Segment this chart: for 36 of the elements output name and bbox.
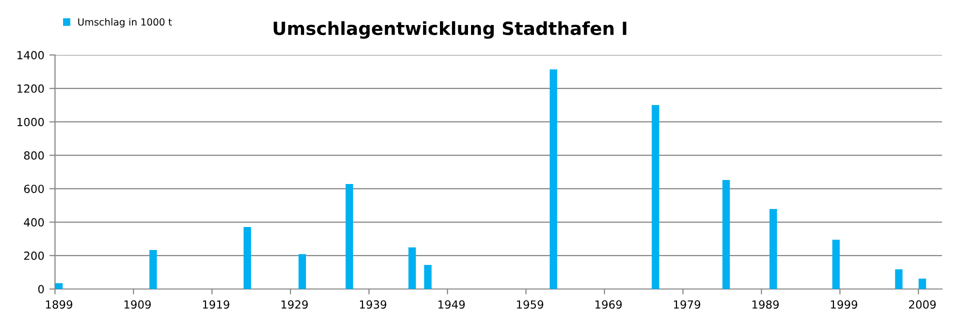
bar xyxy=(244,226,252,289)
x-tick-label: 1999 xyxy=(830,300,858,309)
bar xyxy=(550,69,558,289)
y-tick-label: 1200 xyxy=(18,84,44,93)
y-tick-label: 600 xyxy=(24,184,44,194)
chart-title: Umschlagentwicklung Stadthafen I xyxy=(274,21,626,39)
x-tick-label: 1919 xyxy=(203,300,230,309)
x-tick-label: 1989 xyxy=(752,300,779,309)
bar xyxy=(895,269,903,289)
bar xyxy=(346,184,354,289)
bar xyxy=(770,208,777,289)
y-tick-label: 400 xyxy=(24,218,44,227)
x-tick-label: 1969 xyxy=(595,300,622,309)
y-tick-label: 1000 xyxy=(18,118,44,126)
x-tick-label: 1909 xyxy=(124,300,151,309)
bar xyxy=(149,250,157,289)
y-tick-label: 800 xyxy=(24,151,44,160)
bar xyxy=(424,264,432,289)
bar xyxy=(652,104,660,289)
x-tick-label: 1949 xyxy=(438,300,465,309)
bar xyxy=(298,254,306,289)
bar xyxy=(408,247,416,289)
x-tick-label: 1959 xyxy=(516,300,544,309)
y-tick-label: 0 xyxy=(38,284,44,294)
bar xyxy=(832,240,840,289)
bar xyxy=(55,283,63,289)
y-tick-label: 1400 xyxy=(18,50,44,60)
x-tick-label: 2009 xyxy=(909,300,936,309)
x-tick-label: 1979 xyxy=(674,300,700,309)
bar xyxy=(918,278,926,289)
y-tick-label: 200 xyxy=(24,252,44,260)
x-tick-label: 1899 xyxy=(46,300,72,309)
x-tick-label: 1929 xyxy=(281,300,308,309)
legend-label: Umschlag in 1000 t xyxy=(78,18,172,28)
x-tick-label: 1939 xyxy=(360,300,386,309)
bar xyxy=(722,180,730,289)
